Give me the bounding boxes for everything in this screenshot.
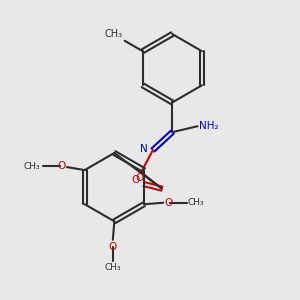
Text: CH₃: CH₃: [104, 263, 121, 272]
Text: CH₃: CH₃: [104, 29, 122, 39]
Text: O: O: [165, 198, 173, 208]
Text: O: O: [136, 173, 144, 183]
Text: O: O: [57, 161, 65, 172]
Text: O: O: [131, 175, 140, 185]
Text: CH₃: CH₃: [188, 198, 205, 207]
Text: O: O: [109, 242, 117, 251]
Text: NH₂: NH₂: [199, 121, 219, 131]
Text: CH₃: CH₃: [23, 162, 40, 171]
Text: N: N: [140, 143, 148, 154]
